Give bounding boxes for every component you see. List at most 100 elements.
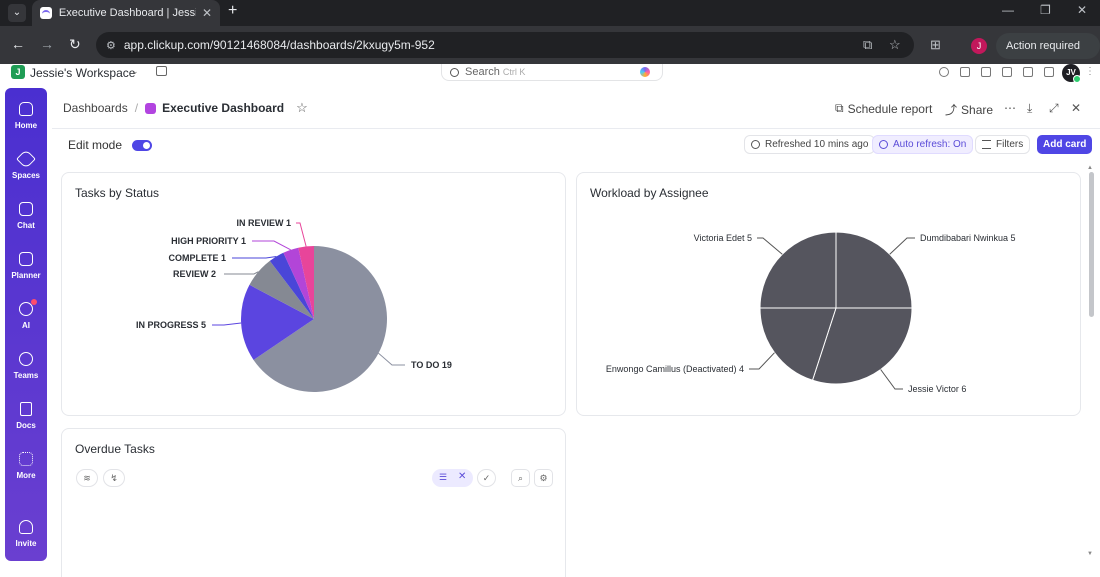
tab-close-icon[interactable]: ✕: [201, 6, 212, 20]
favorite-star-icon[interactable]: ☆: [296, 100, 308, 115]
search-icon: [450, 67, 459, 77]
subtasks-icon[interactable]: ↯: [103, 469, 125, 487]
teams-icon: [19, 352, 33, 366]
sidebar-item-planner[interactable]: Planner: [5, 252, 47, 280]
page-title[interactable]: Executive Dashboard: [162, 101, 285, 115]
add-card-button[interactable]: Add card: [1037, 135, 1093, 154]
search-placeholder: Search: [465, 66, 500, 78]
sidebar-item-teams[interactable]: Teams: [5, 352, 47, 380]
more-options-icon[interactable]: ⋮: [1085, 66, 1095, 77]
site-info-icon[interactable]: ⚙: [106, 39, 116, 52]
pie-slice[interactable]: [269, 252, 314, 319]
dashboard-icon: [145, 102, 157, 114]
edit-mode-label: Edit mode: [68, 138, 123, 152]
check-circle-icon[interactable]: ✓: [477, 469, 496, 487]
search-shortcut: Ctrl K: [502, 67, 526, 77]
auto-refresh-label: Auto refresh: On: [893, 139, 967, 150]
sidebar-item-label: Docs: [16, 421, 36, 430]
planner-icon: [19, 252, 33, 266]
browser-profile-avatar[interactable]: J: [971, 38, 987, 54]
browser-tab-bar: ⌄ Executive Dashboard | Jessie's W ✕ + —…: [0, 0, 1100, 26]
scroll-down-arrow[interactable]: ▼: [1087, 551, 1093, 557]
inbox-icon[interactable]: [960, 67, 970, 77]
browser-tab[interactable]: Executive Dashboard | Jessie's W ✕: [32, 0, 220, 26]
pie-slice[interactable]: [240, 284, 314, 360]
pie-slice[interactable]: [811, 307, 913, 385]
refresh-icon: [751, 140, 760, 149]
more-horizontal-icon[interactable]: ⋯: [1004, 101, 1016, 115]
ai-brain-icon[interactable]: [640, 67, 650, 77]
browser-toolbar: ← → ↻ ⚙ app.clickup.com/90121468084/dash…: [0, 26, 1100, 64]
breadcrumb-dashboards[interactable]: Dashboards: [63, 101, 128, 115]
filters-button[interactable]: Filters: [975, 135, 1031, 154]
clear-filter-icon[interactable]: ✕: [458, 471, 467, 482]
filter-chip[interactable]: ☰ ✕: [432, 469, 473, 487]
scroll-up-arrow[interactable]: ▲: [1087, 165, 1093, 171]
sidebar-item-chat[interactable]: Chat: [5, 202, 47, 230]
tab-title: Executive Dashboard | Jessie's W: [58, 7, 196, 19]
video-icon[interactable]: [1002, 67, 1012, 77]
calendar-icon[interactable]: [156, 66, 167, 76]
more-icon: [19, 452, 33, 466]
doc-icon[interactable]: [1044, 67, 1054, 77]
sidebar-item-home[interactable]: Home: [5, 102, 47, 130]
address-bar[interactable]: ⚙ app.clickup.com/90121468084/dashboards…: [96, 32, 914, 58]
edit-mode-toggle[interactable]: [132, 139, 153, 151]
workspace-logo[interactable]: J: [11, 65, 25, 79]
forward-icon[interactable]: →: [40, 36, 54, 52]
settings-gear-icon[interactable]: ⚙: [534, 469, 553, 487]
chevron-down-icon[interactable]: ⌄: [131, 66, 139, 76]
back-icon[interactable]: ←: [11, 36, 25, 52]
new-tab-icon[interactable]: +: [228, 2, 238, 19]
window-close-icon[interactable]: ✕: [1077, 3, 1088, 17]
card-title: Overdue Tasks: [75, 442, 155, 456]
action-required-label: Action required: [1006, 40, 1080, 52]
pie-slice[interactable]: [759, 231, 837, 309]
layers-icon[interactable]: ≋: [76, 469, 98, 487]
sidebar-item-more[interactable]: More: [5, 452, 47, 480]
extensions-icon[interactable]: ⊞: [930, 37, 941, 52]
action-required-button[interactable]: Action required ⋮: [996, 33, 1100, 78]
filter-icon: [982, 140, 991, 149]
search-icon[interactable]: ⌕: [511, 469, 530, 487]
sidebar-item-spaces[interactable]: Spaces: [5, 149, 47, 180]
search-bar[interactable]: Search Ctrl K: [441, 64, 663, 81]
pie-label: Dumdibabari Nwinkua 5: [920, 233, 1016, 243]
pie-slice[interactable]: [298, 246, 314, 319]
notepad-icon[interactable]: [981, 67, 991, 77]
pie-leader-line: [378, 352, 405, 366]
expand-icon[interactable]: ⤢: [1049, 101, 1059, 115]
docs-icon: [20, 402, 32, 416]
bookmark-star-icon[interactable]: ☆: [889, 37, 901, 52]
auto-refresh-button[interactable]: Auto refresh: On: [872, 135, 974, 154]
close-icon[interactable]: ✕: [1071, 101, 1082, 115]
pie-slice[interactable]: [759, 307, 837, 381]
tab-search-icon[interactable]: ⌄: [8, 4, 26, 22]
refresh-button[interactable]: Refreshed 10 mins ago: [744, 135, 876, 154]
clip-icon[interactable]: [1023, 67, 1033, 77]
scrollbar-thumb[interactable]: [1089, 172, 1094, 317]
tasks-by-status-card: Tasks by Status TO DO 19 IN PROGRESS 5 REV…: [61, 172, 566, 416]
minimize-icon[interactable]: —: [1002, 3, 1014, 17]
pie-slice[interactable]: [253, 246, 387, 392]
workspace-name[interactable]: Jessie's Workspace: [30, 66, 136, 80]
pie-leader-line: [224, 271, 259, 275]
sidebar-item-docs[interactable]: Docs: [5, 402, 47, 430]
cast-icon[interactable]: ⧉: [863, 37, 873, 52]
clock-icon: [879, 140, 888, 149]
breadcrumb-separator: /: [134, 101, 139, 115]
reload-icon[interactable]: ↻: [69, 36, 81, 52]
restore-icon[interactable]: ❐: [1040, 3, 1051, 17]
share-button[interactable]: ⤴ Share: [945, 101, 993, 118]
user-avatar[interactable]: JV: [1062, 64, 1081, 83]
schedule-report-button[interactable]: ⧉ Schedule report: [835, 101, 932, 116]
pie-slice[interactable]: [283, 247, 314, 319]
pie-slice[interactable]: [249, 260, 314, 319]
pie-label: TO DO 19: [411, 360, 452, 370]
pie-slice[interactable]: [835, 231, 913, 309]
check-circle-icon[interactable]: [939, 67, 949, 77]
sidebar-item-ai[interactable]: AI: [5, 302, 47, 330]
overdue-tasks-card: Overdue Tasks ≋ ↯ ☰ ✕ ✓ ⌕ ⚙: [61, 428, 566, 577]
download-icon[interactable]: ⤓: [1027, 101, 1033, 115]
sidebar-item-invite[interactable]: Invite: [5, 520, 47, 548]
